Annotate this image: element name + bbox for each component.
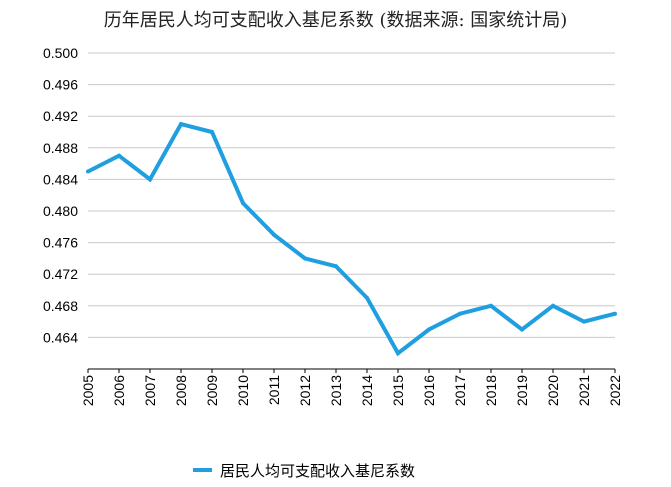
y-tick-label: 0.496 — [43, 77, 78, 93]
x-tick-label: 2016 — [421, 375, 437, 406]
x-tick-label: 2018 — [483, 375, 499, 406]
data-point — [489, 303, 493, 308]
data-point — [241, 201, 245, 206]
grid-lines — [88, 52, 615, 338]
data-point — [520, 327, 524, 332]
data-point — [582, 319, 586, 324]
x-tick-label: 2017 — [452, 375, 468, 406]
legend: 居民人均可支配收入基尼系数 — [193, 462, 415, 480]
data-point — [396, 351, 400, 356]
data-point — [148, 177, 152, 182]
data-point — [179, 122, 183, 127]
y-tick-label: 0.484 — [43, 171, 78, 187]
data-point — [117, 153, 121, 158]
y-tick-label: 0.468 — [43, 298, 78, 314]
y-tick-label: 0.500 — [43, 45, 78, 61]
y-tick-label: 0.488 — [43, 140, 78, 156]
data-point — [458, 311, 462, 316]
x-tick-label: 2011 — [266, 375, 282, 405]
x-tick-label: 2006 — [111, 375, 127, 406]
y-tick-label: 0.464 — [43, 329, 78, 345]
x-tick-label: 2022 — [607, 375, 623, 406]
chart-title: 历年居民人均可支配收入基尼系数 (数据来源: 国家统计局) — [103, 10, 568, 31]
series-group — [86, 121, 617, 357]
x-tick-label: 2007 — [142, 375, 158, 406]
data-point — [86, 169, 90, 174]
x-tick-label: 2009 — [204, 375, 220, 406]
series-line — [87, 121, 616, 357]
x-tick-label: 2013 — [328, 375, 344, 406]
x-axis — [87, 368, 616, 373]
y-tick-label: 0.492 — [43, 108, 78, 124]
y-axis-tick-labels: 0.464 0.468 0.472 0.476 0.480 0.484 0.488 0.492… — [43, 45, 78, 345]
x-tick-label: 2012 — [297, 375, 313, 406]
data-point — [365, 295, 369, 300]
x-tick-label: 2015 — [390, 375, 406, 406]
data-point — [303, 256, 307, 261]
data-point — [272, 232, 276, 237]
x-tick-label: 2010 — [235, 375, 251, 406]
y-tick-label: 0.480 — [43, 203, 78, 219]
data-point — [427, 327, 431, 332]
data-point — [551, 303, 555, 308]
x-tick-label: 2008 — [173, 375, 189, 406]
x-tick-label: 2019 — [514, 375, 530, 406]
x-tick-label: 2020 — [545, 375, 561, 406]
x-tick-label: 2021 — [576, 375, 592, 406]
x-tick-label: 2014 — [359, 375, 375, 406]
y-tick-label: 0.476 — [43, 235, 78, 251]
data-point — [334, 264, 338, 269]
y-tick-label: 0.472 — [43, 266, 78, 282]
data-point — [210, 130, 214, 134]
legend-label: 居民人均可支配收入基尼系数 — [220, 462, 415, 480]
x-axis-tick-labels: 2005 2006 2007 2008 2009 2010 2011 2012 2013 2014… — [80, 375, 623, 406]
x-tick-label: 2005 — [80, 375, 96, 406]
data-point — [613, 311, 617, 316]
